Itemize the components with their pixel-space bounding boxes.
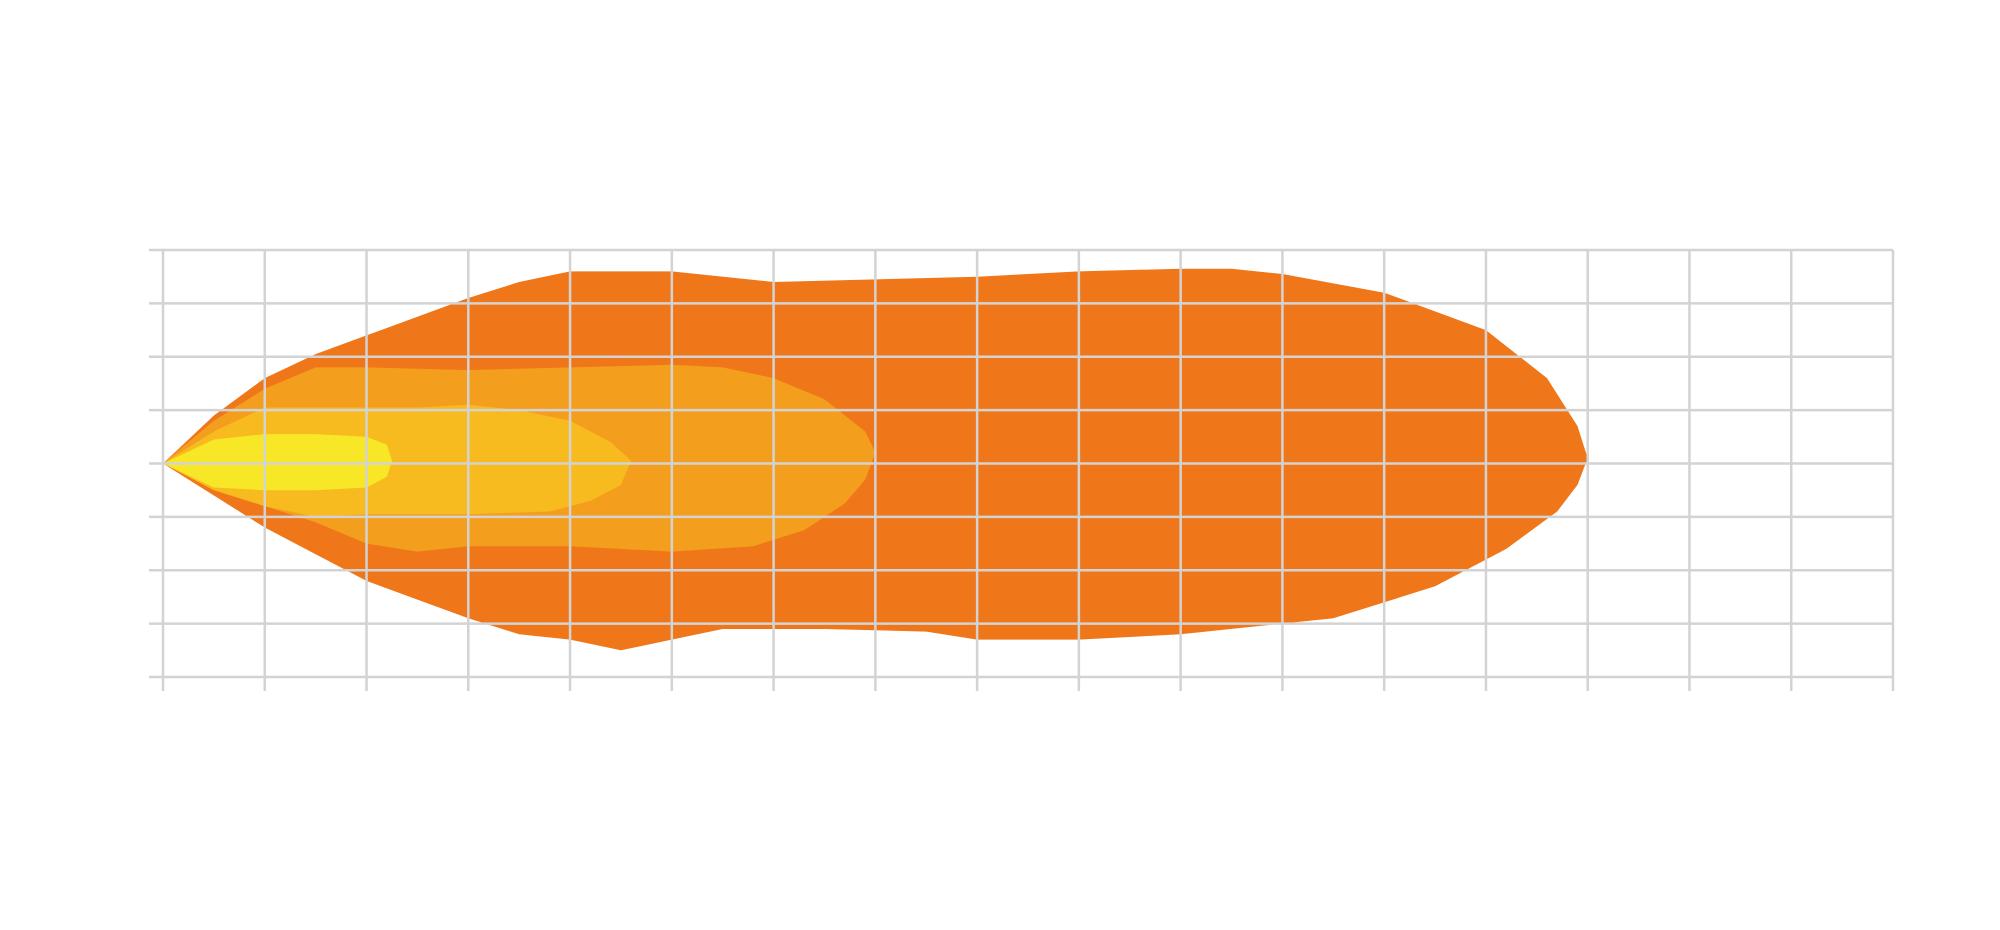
grid-layer	[149, 248, 1895, 691]
area-series-4	[163, 434, 392, 491]
